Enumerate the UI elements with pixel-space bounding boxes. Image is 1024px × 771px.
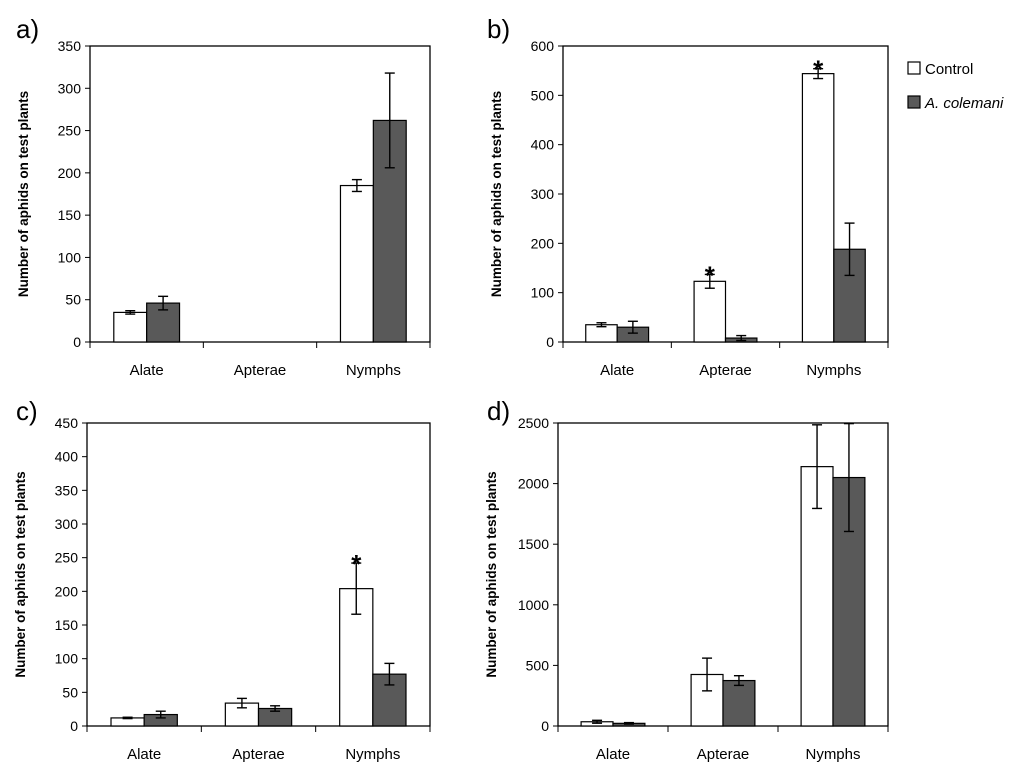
x-tick-label: Apterae bbox=[234, 362, 287, 379]
x-tick-label: Alate bbox=[600, 362, 634, 379]
panel-label: c) bbox=[16, 396, 38, 426]
chart-panel-2: b) 0 100 200 300 400 500 600 Number of aphids on… bbox=[487, 14, 889, 379]
y-tick-label: 250 bbox=[58, 123, 82, 139]
bar bbox=[801, 73, 835, 343]
x-tick-label: Alate bbox=[596, 746, 630, 763]
bar bbox=[690, 673, 724, 727]
panel-label: b) bbox=[487, 14, 510, 44]
bar bbox=[113, 311, 148, 343]
y-tick-label: 300 bbox=[531, 186, 555, 202]
y-axis-label: Number of aphids on test plants bbox=[13, 471, 28, 677]
y-tick-label: 0 bbox=[541, 718, 549, 734]
y-tick-label: 300 bbox=[58, 80, 82, 96]
y-tick-label: 200 bbox=[531, 235, 555, 251]
y-tick-label: 50 bbox=[65, 292, 81, 308]
x-tick-label: Alate bbox=[127, 746, 161, 763]
significance-marker: * bbox=[705, 260, 716, 290]
y-axis-label: Number of aphids on test plants bbox=[16, 91, 31, 297]
y-tick-label: 500 bbox=[531, 87, 555, 103]
y-tick-label: 150 bbox=[58, 207, 82, 223]
y-tick-label: 2500 bbox=[518, 415, 549, 431]
significance-marker: * bbox=[351, 549, 362, 579]
legend: Control A. colemani bbox=[907, 61, 1004, 112]
y-tick-label: 200 bbox=[55, 583, 79, 599]
y-tick-label: 2000 bbox=[518, 476, 549, 492]
y-tick-label: 100 bbox=[531, 285, 555, 301]
y-tick-label: 450 bbox=[55, 415, 79, 431]
y-tick-label: 250 bbox=[55, 550, 79, 566]
y-tick-label: 1500 bbox=[518, 536, 549, 552]
bar bbox=[832, 476, 866, 727]
y-tick-label: 1000 bbox=[518, 597, 549, 613]
panel-label: d) bbox=[487, 396, 510, 426]
y-tick-label: 400 bbox=[55, 449, 79, 465]
y-tick-label: 50 bbox=[62, 684, 78, 700]
x-tick-label: Apterae bbox=[697, 746, 750, 763]
legend-label-control: Control bbox=[925, 61, 973, 78]
y-tick-label: 350 bbox=[55, 482, 79, 498]
x-tick-label: Apterae bbox=[699, 362, 752, 379]
legend-swatch-acolemani bbox=[907, 95, 921, 109]
chart-panel-4: d) 0 500 1000 1500 2000 2500 Number of aphids o… bbox=[484, 396, 889, 763]
y-tick-label: 500 bbox=[526, 657, 550, 673]
legend-label-acolemani: A. colemani bbox=[924, 95, 1004, 112]
x-tick-label: Nymphs bbox=[346, 362, 401, 379]
y-tick-label: 0 bbox=[546, 334, 554, 350]
y-tick-label: 150 bbox=[55, 617, 79, 633]
chart-panel-1: a) 0 50 100 150 200 250 300 350 Number of aphids … bbox=[16, 14, 431, 379]
y-axis-label: Number of aphids on test plants bbox=[489, 91, 504, 297]
bar bbox=[693, 280, 727, 343]
legend-swatch-control bbox=[907, 61, 921, 75]
chart-panel-3: c) 0 50 100 150 200 250 300 350 400 450 Number of a… bbox=[13, 396, 431, 763]
y-tick-label: 100 bbox=[55, 651, 79, 667]
plot-frame bbox=[89, 45, 431, 343]
bar bbox=[339, 184, 374, 343]
y-tick-label: 600 bbox=[531, 38, 555, 54]
y-tick-label: 350 bbox=[58, 38, 82, 54]
bar bbox=[722, 679, 756, 727]
y-tick-label: 300 bbox=[55, 516, 79, 532]
x-tick-label: Alate bbox=[130, 362, 164, 379]
x-tick-label: Nymphs bbox=[806, 362, 861, 379]
y-tick-label: 0 bbox=[73, 334, 81, 350]
panel-label: a) bbox=[16, 14, 39, 44]
y-tick-label: 100 bbox=[58, 249, 82, 265]
y-axis-label: Number of aphids on test plants bbox=[484, 471, 499, 677]
x-tick-label: Apterae bbox=[232, 746, 285, 763]
y-tick-label: 200 bbox=[58, 165, 82, 181]
significance-marker: * bbox=[813, 55, 824, 85]
x-tick-label: Nymphs bbox=[805, 746, 860, 763]
x-tick-label: Nymphs bbox=[345, 746, 400, 763]
y-tick-label: 400 bbox=[531, 137, 555, 153]
panels: a) 0 50 100 150 200 250 300 350 Number of aphids … bbox=[13, 14, 889, 763]
y-tick-label: 0 bbox=[70, 718, 78, 734]
